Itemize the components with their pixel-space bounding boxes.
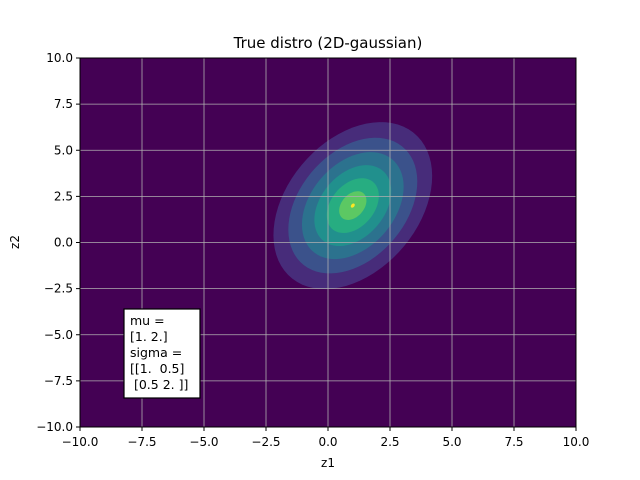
x-axis-ticks: −10.0 −7.5 −5.0 −2.5 0.0 2.5 5.0 7.5 10.0 [62,427,590,449]
y-axis-label: z2 [8,235,22,249]
y-tick-label: −5.0 [44,328,73,342]
x-tick-label: 5.0 [442,435,461,449]
y-tick-label: 2.5 [54,189,73,203]
annotation-line: [1. 2.] [130,329,168,344]
annotation-line: mu = [130,313,165,328]
x-tick-label: 2.5 [380,435,399,449]
annotation-line: [0.5 2. ]] [130,377,188,392]
x-tick-label: −10.0 [62,435,99,449]
x-tick-label: −7.5 [127,435,156,449]
x-axis-label: z1 [321,456,335,470]
x-tick-label: 0.0 [318,435,337,449]
annotation-line: [[1. 0.5] [130,361,184,376]
chart-title: True distro (2D-gaussian) [233,34,423,52]
contour-levels [273,122,433,290]
y-tick-label: 10.0 [46,51,73,65]
y-tick-label: −10.0 [36,420,73,434]
grid-lines [80,58,576,427]
x-tick-label: −5.0 [189,435,218,449]
y-axis-ticks: 10.0 7.5 5.0 2.5 0.0 −2.5 −5.0 −7.5 −10.0 [36,51,80,434]
y-tick-label: −2.5 [44,282,73,296]
y-tick-label: 7.5 [54,97,73,111]
annotation-frame [123,308,201,399]
x-tick-label: 10.0 [563,435,590,449]
x-tick-label: −2.5 [251,435,280,449]
y-tick-label: −7.5 [44,374,73,388]
x-tick-label: 7.5 [504,435,523,449]
parameter-annotation-box: mu = [1. 2.] sigma = [[1. 0.5] [0.5 2. ]… [123,308,201,399]
y-tick-label: 5.0 [54,143,73,157]
annotation-line: sigma = [130,345,182,360]
y-tick-label: 0.0 [54,236,73,250]
contour-band [350,203,355,208]
